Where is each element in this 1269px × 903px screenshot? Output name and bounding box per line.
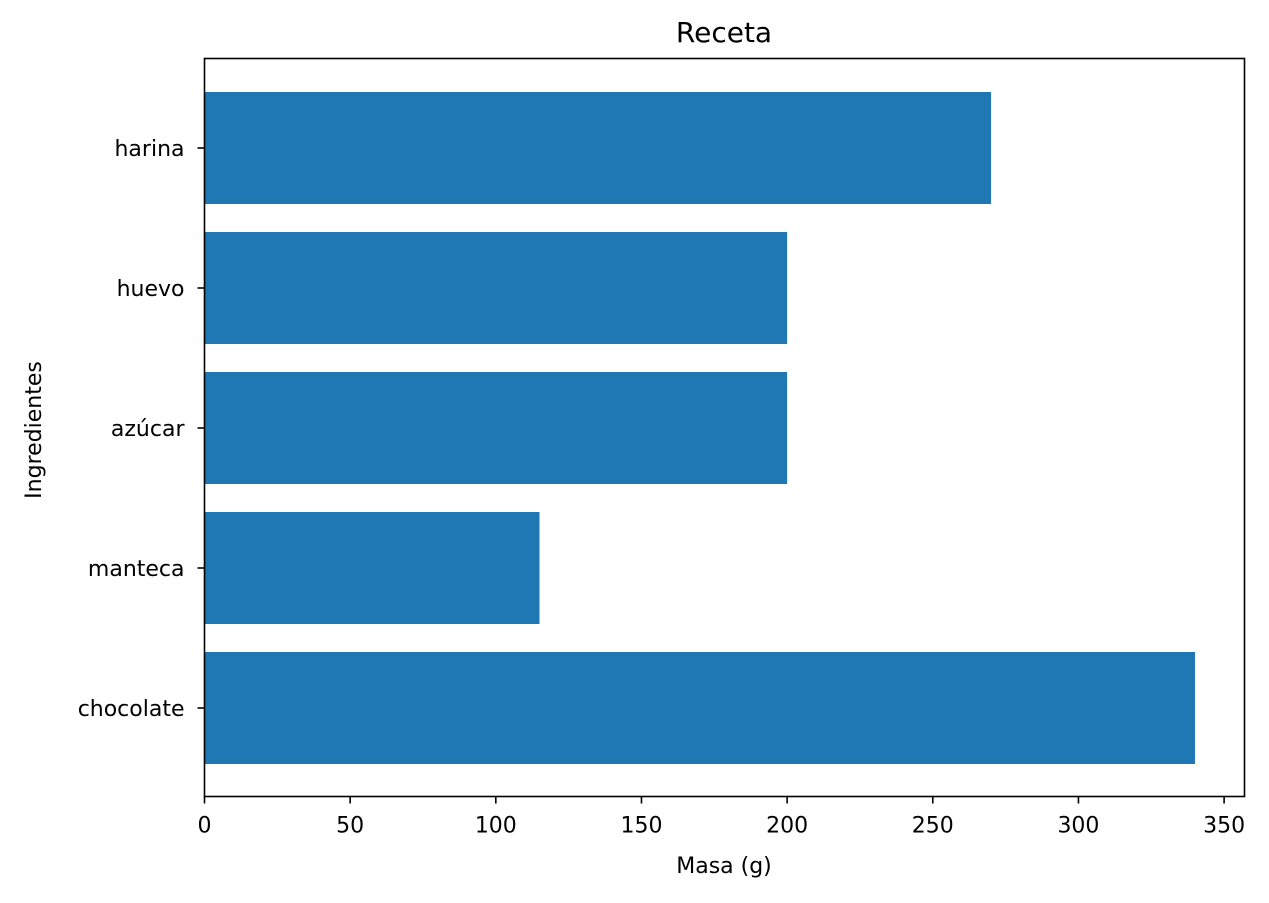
bar-chocolate [204,652,1195,764]
x-tick-label: 200 [766,814,808,839]
x-tick-label: 300 [1057,814,1099,839]
x-axis-label: Masa (g) [676,854,772,879]
bar-azúcar [204,372,788,484]
x-axis-ticks: 0 50 100 150 200 250 300 350 [198,796,1245,839]
x-tick-label: 50 [336,814,364,839]
bar-huevo [204,232,788,344]
x-tick-label: 0 [198,814,212,839]
y-axis-ticks: chocolate manteca azúcar huevo harina [78,137,205,722]
y-tick-label: azúcar [111,417,186,442]
x-tick-label: 150 [620,814,662,839]
y-tick-label: harina [114,137,184,162]
chart-title: Receta [676,16,772,49]
y-tick-label: chocolate [78,697,185,722]
x-tick-label: 100 [475,814,517,839]
bar-harina [204,92,992,204]
y-tick-label: huevo [117,277,185,302]
x-tick-label: 250 [912,814,954,839]
y-tick-label: manteca [88,557,185,582]
x-tick-label: 350 [1203,814,1245,839]
bars-group [204,92,1195,764]
y-axis-label: Ingredientes [22,361,47,499]
bar-manteca [204,512,540,624]
